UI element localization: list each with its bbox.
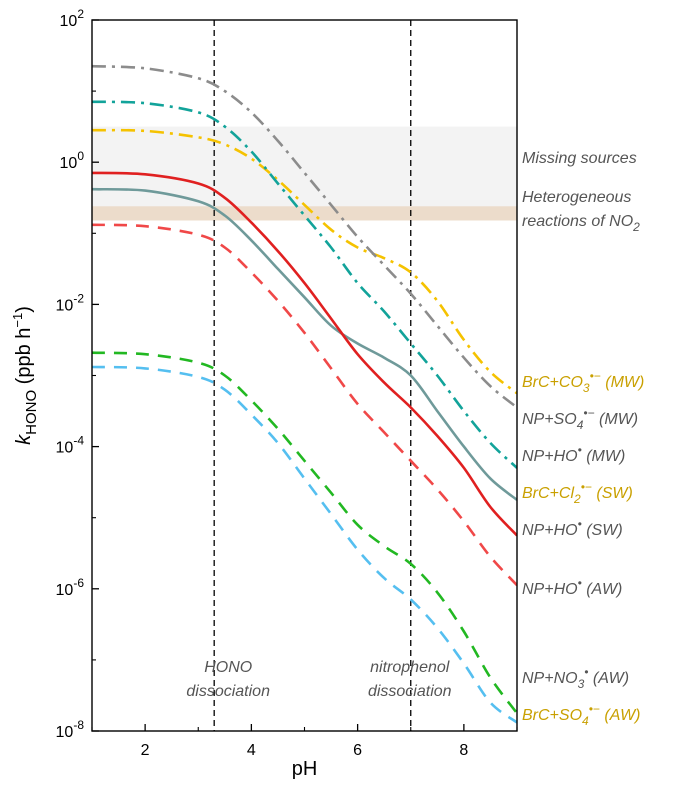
y-axis-title-close: ) [13,306,35,313]
series-label-8: BrC+SO4•− (AW) [522,702,641,728]
x-tick-label: 6 [353,742,362,759]
y-tick-label: 10-8 [56,718,85,741]
y-axis-title: kHONO (ppb h−1) [10,306,40,445]
series-label-4: BrC+Cl2•− (SW) [522,480,633,506]
y-tick-label: 10-6 [56,576,85,599]
series-line-4 [92,187,517,501]
series-label-pre: BrC+SO [522,707,582,724]
y-tick-base: 10 [56,724,74,741]
y-tick-exp: -2 [73,291,84,305]
series-label-sup: • [578,576,582,590]
y-tick-label: 10-4 [56,434,85,457]
x-tick-label: 4 [247,742,256,759]
vline-label-line-2: dissociation [368,683,452,700]
series-label-post: (AW) [588,670,629,687]
series-line-7 [92,351,517,714]
series-label-7: NP+NO3• (AW) [522,665,629,691]
series-label-sub: 4 [582,714,589,728]
series-label-sup: •− [589,702,600,716]
heterogeneous-line-1: Heterogeneous [522,189,631,206]
y-axis-title-exp: −1 [10,313,25,328]
y-tick-exp: 0 [77,149,84,163]
series-label-pre: BrC+Cl [522,485,574,502]
x-tick-label: 2 [141,742,150,759]
heterogeneous-label: Heterogeneous reactions of NO2 [522,189,640,234]
y-tick-base: 10 [56,582,74,599]
missing-sources-label: Missing sources [522,150,637,167]
vline-label-1: HONO dissociation [186,659,270,700]
series-label-post: (MW) [601,374,645,391]
series-label-post: (MW) [582,448,626,465]
series-line-3 [92,100,517,469]
series-line-5 [92,171,517,537]
heterogeneous-line-2: reactions of NO [522,213,633,230]
y-axis-title-sub: HONO [23,390,40,435]
series-label-5: NP+HO• (SW) [522,517,623,539]
series-label-sup: • [578,443,582,457]
series-label-sup: • [578,517,582,531]
y-axis-title-unit: (ppb h [13,328,35,390]
series-label-pre: NP+HO [522,581,578,598]
y-axis-title-k: k [13,434,35,445]
y-tick-base: 10 [60,155,78,172]
series-label-3: NP+HO• (MW) [522,443,625,465]
series-line-2 [92,64,517,409]
series-lines [92,64,517,724]
series-label-post: (AW) [582,581,623,598]
series-line-6 [92,223,517,587]
series-label-post: (SW) [592,485,633,502]
series-label-sup: •− [581,480,592,494]
series-label-post: (MW) [595,411,639,428]
heterogeneous-band [92,206,517,221]
y-tick-exp: -4 [73,434,84,448]
y-tick-label: 100 [60,149,85,172]
y-tick-label: 102 [60,7,85,30]
y-tick-label: 10-2 [56,291,85,314]
series-label-sup: •− [590,369,601,383]
series-label-sup: •− [583,406,594,420]
series-label-pre: NP+SO [522,411,577,428]
x-axis-title: pH [292,758,318,780]
y-tick-exp: -8 [73,718,84,732]
y-tick-base: 10 [56,440,74,457]
vline-label-line-2: dissociation [186,683,270,700]
vline-label-line-1: nitrophenol [370,659,450,676]
series-line-1 [92,128,517,395]
series-line-8 [92,365,517,724]
vline-label-line-1: HONO [204,659,252,676]
series-label-post: (SW) [582,522,623,539]
series-label-pre: NP+HO [522,522,578,539]
series-label-sub: 3 [583,381,590,395]
series-label-sup: • [584,665,588,679]
series-label-sub: 2 [573,492,581,506]
series-label-sub: 3 [578,677,585,691]
series-label-pre: NP+NO [522,670,578,687]
series-label-1: BrC+CO3•− (MW) [522,369,644,395]
y-tick-exp: 2 [77,7,84,21]
series-label-6: NP+HO• (AW) [522,576,622,598]
series-label-post: (AW) [600,707,641,724]
x-tick-label: 8 [459,742,468,759]
missing-sources-band [92,126,517,209]
series-label-sub: 4 [577,418,584,432]
y-tick-base: 10 [56,297,74,314]
vline-label-2: nitrophenol dissociation [368,659,452,700]
series-label-pre: BrC+CO [522,374,583,391]
heterogeneous-sub: 2 [632,220,640,234]
y-tick-base: 10 [60,13,78,30]
y-tick-exp: -6 [73,576,84,590]
series-label-pre: NP+HO [522,448,578,465]
series-label-2: NP+SO4•− (MW) [522,406,638,432]
